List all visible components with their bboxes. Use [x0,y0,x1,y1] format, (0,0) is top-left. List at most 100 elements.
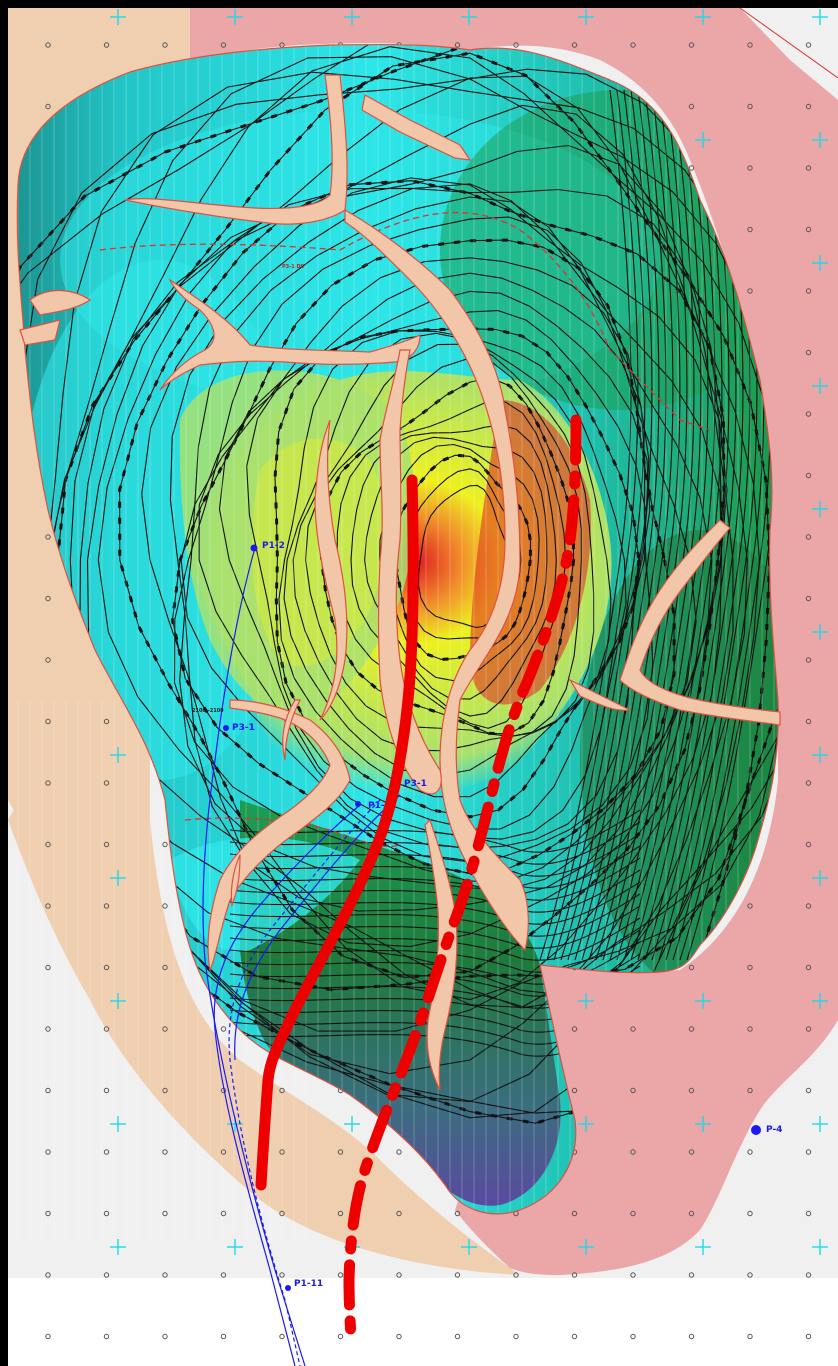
grid-dot [103,1026,110,1032]
grid-dot [513,1272,519,1278]
well-marker-1 [250,544,258,552]
grid-dot [45,1333,51,1340]
grid-dot [688,1272,695,1278]
grid-dot [805,1272,812,1278]
grid-dot [45,103,51,110]
grid-dot [162,42,168,48]
grid-dot [805,103,812,110]
grid-dot [630,42,636,48]
grid-dot [103,1333,110,1340]
grid-cross [110,1116,126,1132]
grid-dot [805,534,812,540]
grid-dot [630,1210,636,1217]
grid-dot [220,1026,227,1032]
bottom-strip [8,1278,838,1366]
grid-cross [227,1239,243,1255]
fault-line-dashed [343,414,582,1344]
grid-dot [103,903,110,909]
grid-dot [103,964,110,971]
grid-cross [578,993,594,1009]
grid-dot [279,42,285,48]
grid-cross [344,9,360,25]
grid-dot [630,1087,636,1094]
grid-dot [162,1087,168,1094]
grid-dot [45,657,51,663]
grid-dot [805,903,812,909]
grid-dot [220,1333,227,1340]
grid-dot [688,964,695,971]
grid-cross [227,9,243,25]
well-label-2: P3-1 [232,723,255,733]
grid-dot [45,595,51,602]
well-path-1 [202,547,306,1366]
grid-dot [805,595,812,602]
grid-dot [162,1272,168,1278]
grid-dot [103,1272,110,1278]
grid-dot [630,1149,636,1155]
grid-cross [812,993,828,1009]
grid-cross [812,132,828,148]
grid-dot [571,1026,578,1032]
grid-dot [630,1272,636,1278]
grid-dot [162,903,168,909]
grid-dot [747,1026,753,1032]
grid-dot [103,780,110,786]
grid-dot [45,1026,51,1032]
well-label-3: P3-1 [404,779,427,789]
grid-cross [812,870,828,886]
grid-cross [695,1239,711,1255]
grid-dot [454,1210,461,1217]
well-labels: P1-2 P3-1 P3-1 P1-4 P-4 P1-11 2100 -2100… [192,264,782,1289]
grid-cross [695,993,711,1009]
grid-dot [220,1210,227,1217]
well-label-5: P-4 [766,1125,782,1135]
grid-dot [805,1026,812,1032]
grid-dot [688,165,695,171]
grid-dot [747,288,753,294]
grid-dot [513,42,519,48]
grid-dot [162,964,168,971]
grid-cross [812,1116,828,1132]
well-marker-2 [223,725,229,731]
grid-dot [396,1333,402,1340]
well-label-6: P1-11 [294,1279,323,1289]
well-paths [202,547,401,1366]
grid-cross [578,1239,594,1255]
fault-lines [255,414,582,1344]
grid-dot [805,780,812,786]
grid-cross [812,378,828,394]
grid-dot [396,1272,402,1278]
grid-dot [454,1272,461,1278]
grid-dot [162,841,168,848]
grid-dot [747,226,753,233]
grid-cross [461,1239,477,1255]
boundary-dashed [99,211,711,431]
grid-dot [630,1026,636,1032]
grid-dot [337,1333,344,1340]
grid-cross [812,9,828,25]
grid-dot [454,42,461,48]
grid-cross [578,9,594,25]
grid-dot [747,1272,753,1278]
grid-dot [747,42,753,48]
grid-dot [45,964,51,971]
grid-cross [695,132,711,148]
grid-dot [45,534,51,540]
grid-dot [571,1210,578,1217]
grid-dot [688,1087,695,1094]
grid-dot [630,1333,636,1340]
grid-dot [162,1333,168,1340]
grid-dot [805,165,812,171]
grid-dot [279,1210,285,1217]
grid-dot [571,1272,578,1278]
grid-dot [747,964,753,971]
grid-dot [805,1333,812,1340]
well-label-4: P1-4 [368,801,391,811]
grid-dot [747,1333,753,1340]
grid-dot [279,1087,285,1094]
well-path-2 [213,804,361,1366]
grid-cross [110,993,126,1009]
grid-dot [220,1272,227,1278]
